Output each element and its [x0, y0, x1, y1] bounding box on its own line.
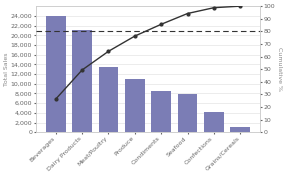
Y-axis label: Total Sales: Total Sales: [4, 52, 9, 86]
Bar: [72, 30, 92, 132]
Y-axis label: Cumulative %: Cumulative %: [277, 47, 282, 91]
Bar: [99, 67, 118, 132]
Bar: [125, 79, 145, 132]
Bar: [178, 95, 197, 132]
Bar: [204, 112, 224, 132]
Bar: [230, 127, 250, 132]
Bar: [151, 91, 171, 132]
Bar: [46, 16, 65, 132]
